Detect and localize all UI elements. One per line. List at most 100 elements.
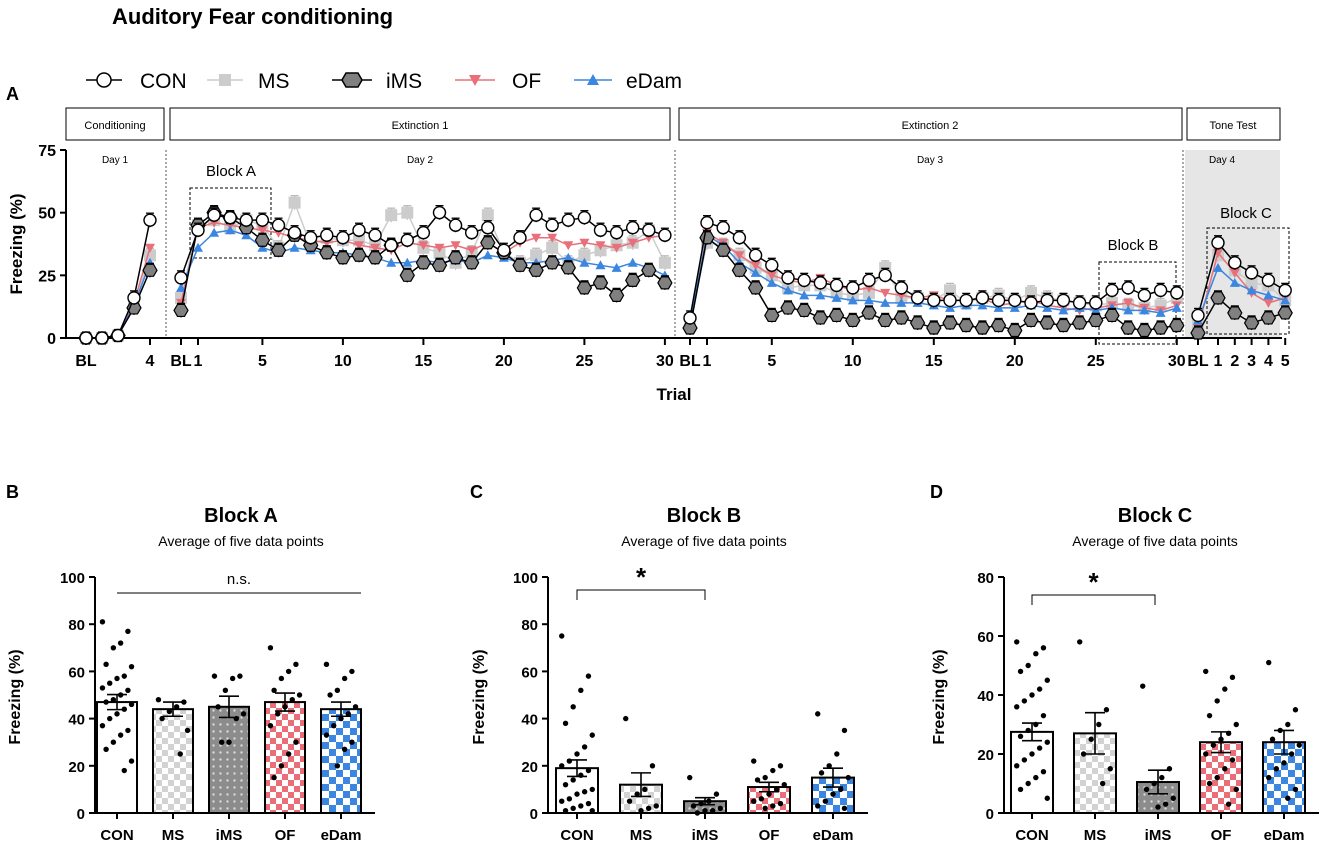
point-con: [748, 248, 763, 262]
data-point-ims: [1162, 801, 1169, 807]
point-ims: [560, 261, 576, 275]
series-con-seg2: [174, 205, 672, 285]
point-edam: [209, 227, 220, 237]
data-point-con: [125, 628, 131, 634]
point-of: [1229, 268, 1240, 278]
series-con-seg1: [79, 212, 157, 345]
x-tick-label-b: OF: [275, 827, 296, 844]
data-point-of: [278, 763, 285, 769]
bar-con: [96, 701, 138, 815]
point-ims: [812, 311, 829, 325]
point-con: [481, 221, 495, 235]
point-con: [577, 210, 592, 225]
bar-edam: [320, 708, 362, 814]
data-point-con: [578, 687, 584, 693]
y-axis-label-d: Freezing (%): [931, 649, 948, 744]
data-point-con: [581, 744, 588, 750]
point-con: [829, 278, 844, 293]
data-point-ims: [698, 800, 704, 807]
point-con: [1121, 281, 1135, 295]
point-edam: [1009, 302, 1020, 312]
point-edam: [1246, 285, 1257, 295]
point-ims: [254, 233, 271, 247]
data-point-con: [99, 722, 106, 729]
data-point-edam: [1266, 774, 1272, 781]
data-point-edam: [334, 763, 341, 769]
series-line-ms: [689, 241, 1178, 324]
x-tick-label-a: 4: [1264, 353, 1273, 370]
day-label-1: Day 1: [102, 155, 129, 166]
point-con: [862, 273, 876, 288]
point-ims: [1243, 316, 1260, 330]
data-point-con: [1017, 668, 1024, 675]
data-point-edam: [341, 746, 348, 752]
data-point-ms: [638, 807, 644, 814]
point-ims: [657, 276, 673, 290]
data-point-edam: [1285, 795, 1291, 801]
point-of: [434, 243, 445, 253]
y-axis-label-b: Freezing (%): [7, 649, 24, 744]
point-con: [1024, 296, 1038, 310]
data-point-of: [1233, 786, 1239, 793]
point-con: [191, 223, 205, 237]
point-con: [1278, 283, 1292, 298]
data-point-ms: [634, 791, 640, 797]
data-point-ms: [623, 715, 629, 722]
series-of-seg1: [81, 243, 155, 343]
data-point-con: [1040, 712, 1047, 719]
x-tick-label-d: MS: [1084, 827, 1107, 844]
point-con: [1040, 293, 1054, 308]
y-axis-label-c: Freezing (%): [471, 649, 488, 744]
y-tick-label-b: 40: [68, 712, 85, 729]
point-ms: [288, 196, 301, 209]
significance-bracket-d: [1031, 594, 1156, 605]
x-tick-label-b: CON: [100, 827, 133, 844]
data-point-con: [110, 645, 117, 651]
point-of: [766, 271, 777, 281]
point-con: [1170, 286, 1184, 300]
point-con: [959, 293, 973, 308]
point-edam: [815, 290, 826, 300]
y-tick-label-a: 50: [38, 206, 56, 223]
y-tick-label-b: 60: [68, 664, 85, 681]
point-ims: [335, 251, 351, 265]
point-con: [1244, 266, 1259, 280]
day-label-4: Day 4: [1209, 155, 1236, 166]
series-line-edam: [689, 234, 1178, 324]
point-ims: [528, 263, 544, 277]
data-point-of: [1203, 668, 1209, 675]
x-tick-label-a: 10: [334, 353, 352, 370]
point-ims: [1104, 308, 1120, 323]
point-ims: [764, 308, 780, 323]
point-ims: [1120, 321, 1136, 335]
point-con: [1211, 236, 1225, 250]
point-edam: [193, 242, 203, 252]
point-ims: [893, 311, 910, 325]
point-ms: [530, 249, 543, 262]
significance-marker-b: n.s.: [227, 571, 251, 588]
series-con-seg4: [1191, 235, 1292, 323]
point-of: [531, 233, 542, 243]
data-point-con: [103, 746, 109, 752]
y-tick-label-d: 80: [977, 570, 994, 587]
data-point-ims: [229, 675, 236, 682]
data-point-con: [562, 720, 569, 727]
data-point-con: [1014, 763, 1020, 769]
data-point-con: [585, 800, 592, 807]
x-tick-label-a: 5: [258, 353, 267, 370]
point-ims: [641, 263, 657, 277]
data-point-ms: [626, 798, 633, 804]
data-point-ms: [173, 704, 180, 710]
data-point-ms: [645, 805, 652, 811]
x-tick-label-a: 20: [1006, 353, 1024, 370]
data-point-con: [1021, 757, 1028, 763]
data-point-of: [777, 763, 784, 769]
point-con: [1137, 288, 1152, 303]
point-edam: [241, 230, 252, 240]
data-point-edam: [826, 763, 832, 769]
point-con: [529, 208, 543, 222]
legend-label-ims: iMS: [386, 70, 422, 93]
data-point-ms: [1077, 639, 1083, 645]
series-line-edam: [86, 262, 151, 339]
data-point-con: [574, 791, 580, 797]
